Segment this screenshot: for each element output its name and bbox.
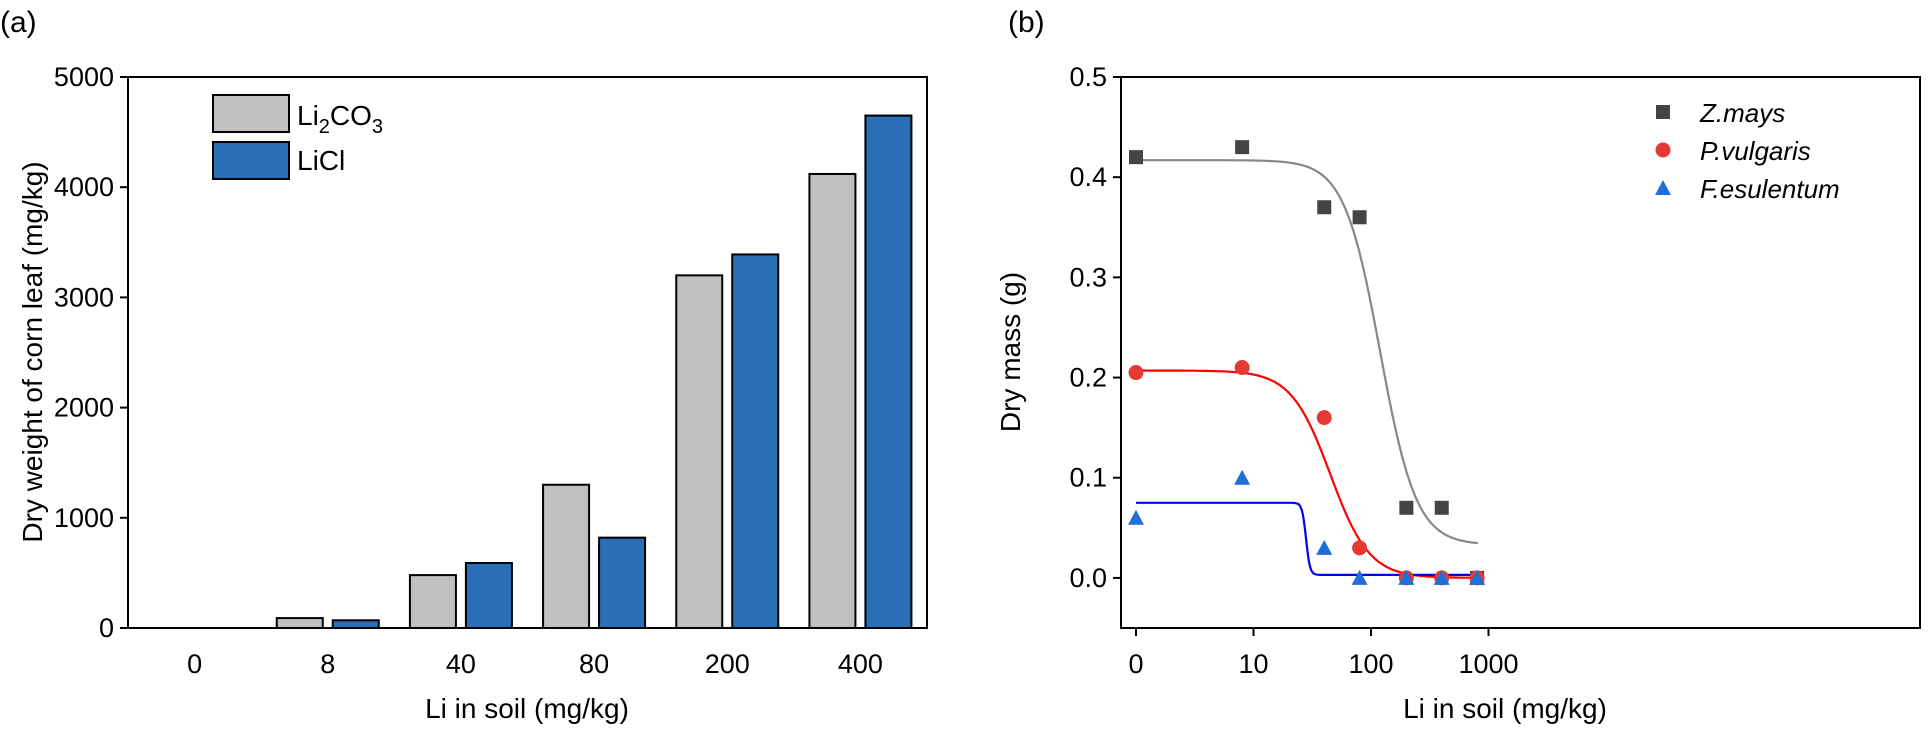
point-f.esulentum <box>1433 569 1450 585</box>
bar-chart-ylabel: Dry weight of corn leaf (mg/kg) <box>17 161 48 542</box>
bar-chart-xlabel: Li in soil (mg/kg) <box>425 693 629 724</box>
scatter-xtick-label: 0 <box>1128 649 1143 679</box>
bar-xtick-label: 40 <box>446 649 476 679</box>
point-f.esulentum <box>1351 569 1368 585</box>
scatter-xtick-label: 1000 <box>1458 649 1518 679</box>
scatter-ytick-label: 0.2 <box>1069 363 1107 393</box>
bar-chart-legend: Li2CO3 LiCl <box>212 94 383 180</box>
legend-label-z.mays: Z.mays <box>1699 98 1785 128</box>
bar-chart-frame <box>127 76 928 629</box>
fit-curve-f.esulentum <box>1136 501 1478 576</box>
scatter-ytick-label: 0.0 <box>1069 563 1107 593</box>
point-f.esulentum <box>1469 569 1486 585</box>
legend-label-li2co3: Li2CO3 <box>297 100 383 138</box>
bar-li2co3-8 <box>275 617 324 629</box>
point-f.esulentum <box>1316 539 1333 555</box>
bar-li2co3-40 <box>408 574 457 630</box>
bar-licl-40 <box>464 561 513 629</box>
legend-marker-p.vulgaris <box>1655 142 1671 158</box>
legend-label-f.esulentum: F.esulentum <box>1700 174 1840 204</box>
bar-xtick-label: 0 <box>187 649 202 679</box>
scatter-chart-legend: Z.mays P.vulgaris F.esulentum <box>1655 98 1840 204</box>
panel-label-b: (b) <box>1008 6 1045 39</box>
panel-label-a: (a) <box>0 6 37 39</box>
point-z.mays <box>1434 500 1449 515</box>
point-p.vulgaris <box>1352 540 1368 556</box>
scatter-ytick-label: 0.3 <box>1069 262 1107 292</box>
bar-xtick-label: 8 <box>320 649 335 679</box>
point-z.mays <box>1352 210 1367 225</box>
point-f.esulentum <box>1398 569 1415 585</box>
bar-licl-80 <box>598 536 647 629</box>
point-p.vulgaris <box>1316 410 1332 426</box>
legend-swatch-li2co3 <box>212 94 290 133</box>
scatter-chart-xlabel: Li in soil (mg/kg) <box>1403 693 1607 724</box>
bar-xtick-label: 400 <box>838 649 883 679</box>
legend-label-p.vulgaris: P.vulgaris <box>1700 136 1811 166</box>
legend-label-licl: LiCl <box>297 145 345 176</box>
scatter-chart-frame <box>1120 76 1921 629</box>
point-p.vulgaris <box>1128 365 1144 381</box>
bar-licl-8 <box>331 619 380 630</box>
bar-licl-400 <box>864 114 913 629</box>
bar-chart-panel: (a) 0 1000 2000 3000 4000 5000 0 8 40 80 200 400 D… <box>0 6 928 724</box>
bar-xtick-label: 80 <box>579 649 609 679</box>
scatter-ytick-label: 0.4 <box>1069 162 1107 192</box>
bar-licl-200 <box>731 253 780 629</box>
bar-ytick-label: 5000 <box>54 62 114 92</box>
point-z.mays <box>1399 500 1414 515</box>
point-z.mays <box>1235 140 1250 155</box>
point-z.mays <box>1317 200 1332 215</box>
scatter-chart-panel: (b) 0.0 0.1 0.2 0.3 0.4 0.5 0 10 100 1000 Dry ma… <box>995 6 1921 724</box>
bar-li2co3-400 <box>808 172 857 629</box>
bar-ytick-label: 2000 <box>54 393 114 423</box>
bar-li2co3-200 <box>675 274 724 629</box>
point-f.esulentum <box>1234 469 1251 485</box>
point-f.esulentum <box>1128 509 1144 525</box>
scatter-xtick-label: 100 <box>1348 649 1393 679</box>
bar-ytick-label: 3000 <box>54 282 114 312</box>
legend-swatch-licl <box>212 141 290 180</box>
point-z.mays <box>1129 150 1143 165</box>
fit-curve-z.mays <box>1136 159 1478 545</box>
scatter-xtick-label: 10 <box>1238 649 1268 679</box>
bar-ytick-label: 1000 <box>54 503 114 533</box>
scatter-ytick-label: 0.1 <box>1069 463 1107 493</box>
scatter-chart-ylabel: Dry mass (g) <box>995 272 1026 432</box>
bar-ytick-label: 4000 <box>54 172 114 202</box>
scatter-ytick-label: 0.5 <box>1069 62 1107 92</box>
bar-li2co3-80 <box>542 483 591 629</box>
point-p.vulgaris <box>1234 360 1250 376</box>
bar-xtick-label: 200 <box>705 649 750 679</box>
bar-ytick-label: 0 <box>99 613 114 643</box>
legend-marker-z.mays <box>1656 105 1670 119</box>
legend-marker-f.esulentum <box>1655 180 1671 195</box>
